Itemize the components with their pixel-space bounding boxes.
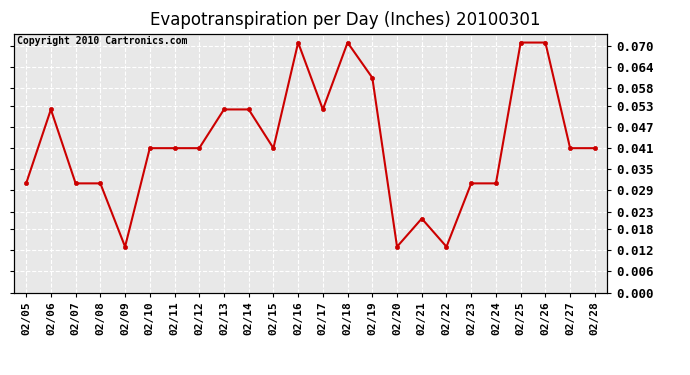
Text: Copyright 2010 Cartronics.com: Copyright 2010 Cartronics.com	[17, 36, 187, 46]
Text: Evapotranspiration per Day (Inches) 20100301: Evapotranspiration per Day (Inches) 2010…	[150, 11, 540, 29]
